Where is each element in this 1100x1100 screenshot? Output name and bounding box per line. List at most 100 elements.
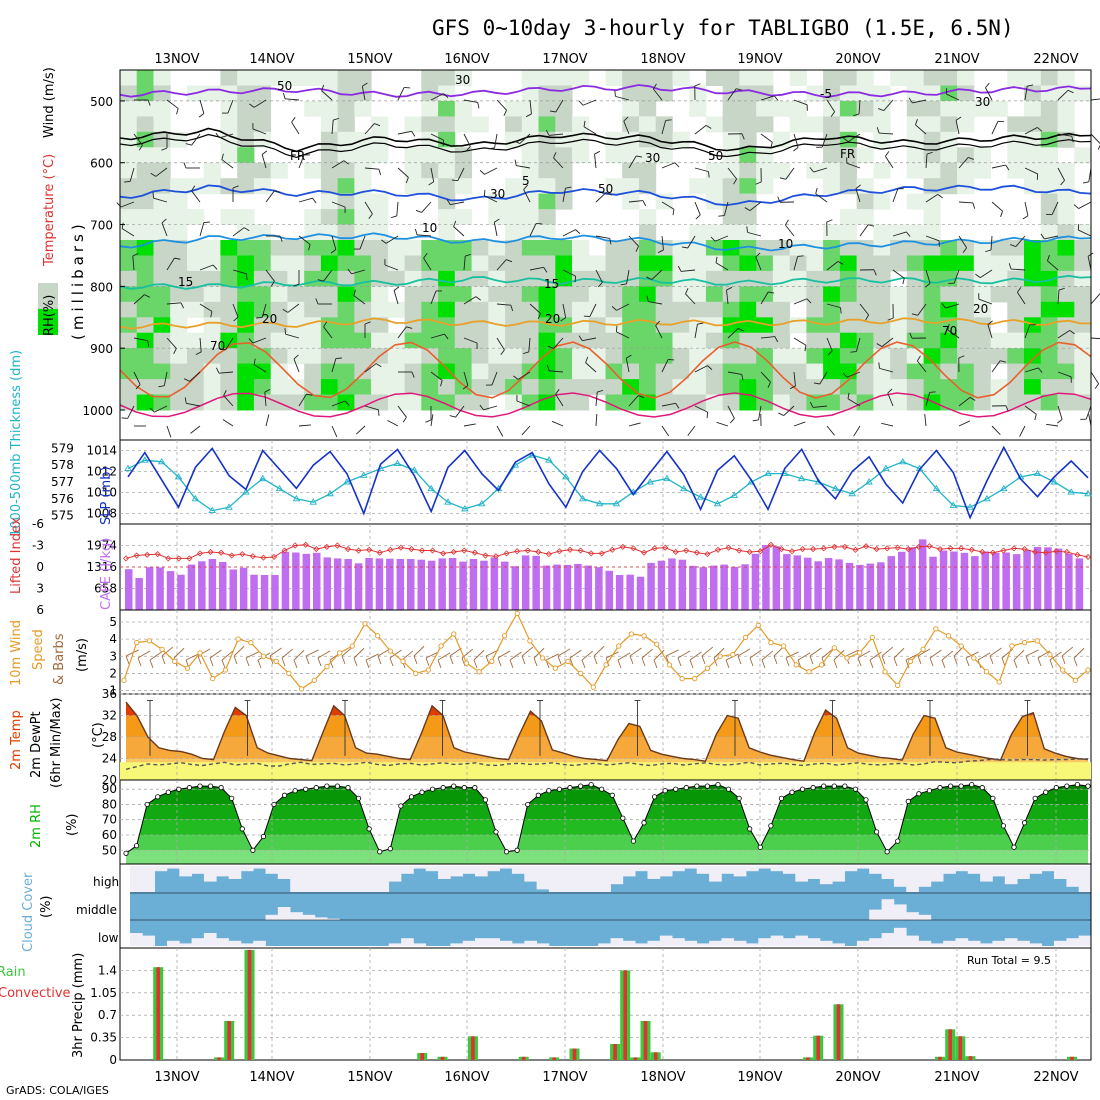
rh-cell xyxy=(203,270,221,287)
wind10-barb xyxy=(701,646,714,657)
rh2m-point xyxy=(926,788,933,794)
lifted-index-point xyxy=(958,545,965,552)
cape-bar xyxy=(710,565,718,610)
wind-barb xyxy=(463,296,477,305)
wind-barb-flag xyxy=(784,219,789,226)
dewpoint-line xyxy=(125,758,1088,770)
rh-cell xyxy=(622,332,640,349)
rh-cell xyxy=(705,116,724,133)
wind-barb xyxy=(265,269,275,282)
wind10-barb xyxy=(209,649,222,659)
wind-barb-flag xyxy=(522,351,529,355)
rh-cell xyxy=(873,162,891,179)
rh-cell xyxy=(572,116,590,133)
rh-cell xyxy=(438,363,456,380)
cloud-high-cell xyxy=(918,866,932,887)
rh-cell xyxy=(404,147,422,164)
rh-cell xyxy=(136,178,154,195)
wind-barb-flag xyxy=(312,197,317,204)
rh-cell xyxy=(823,224,841,241)
cloud-low-cell xyxy=(240,943,254,946)
wind-barb xyxy=(455,405,465,418)
cape-bar xyxy=(553,564,561,610)
rh-cell xyxy=(940,240,958,256)
rh-cell xyxy=(438,178,456,195)
wind-barb xyxy=(628,155,637,169)
rh-cell xyxy=(136,162,154,179)
wind-barb xyxy=(298,393,307,407)
wind-barb-flag xyxy=(147,340,150,347)
wind-barb xyxy=(815,193,828,203)
rh-cell xyxy=(923,147,941,164)
rh2m-point xyxy=(144,801,150,808)
rh-cell xyxy=(454,332,472,349)
cloud-middle-cell xyxy=(314,917,328,920)
rh-cell xyxy=(170,178,188,195)
cloud-low-cell xyxy=(413,943,427,946)
rh-cell xyxy=(839,70,858,86)
thickness-point xyxy=(1067,488,1075,495)
rh2m-point xyxy=(239,826,245,832)
rh-cell xyxy=(337,70,355,86)
wind-barb-flag xyxy=(638,395,645,399)
cloud-low-cell xyxy=(733,940,747,946)
wind-barb xyxy=(793,99,808,106)
cape-bar xyxy=(281,551,290,610)
wind-barb xyxy=(813,405,828,408)
wind-barb-flag xyxy=(578,335,583,341)
lifted-index-point xyxy=(915,543,922,550)
day-label-bottom: 16NOV xyxy=(444,1070,489,1085)
wind-barb xyxy=(166,302,181,305)
wind-barb-flag xyxy=(594,150,601,155)
wind-barb-flag xyxy=(510,305,514,312)
wind-barb-flag xyxy=(381,239,387,244)
rh2m-point xyxy=(630,838,637,844)
cloud-low-cell xyxy=(980,943,993,946)
rh-cell xyxy=(639,224,657,241)
cloud-low-cell xyxy=(807,938,821,946)
rh-cell xyxy=(220,116,238,133)
rh-cell xyxy=(1057,178,1075,195)
rh-cell xyxy=(153,270,171,287)
rh-cell xyxy=(923,394,941,411)
wind-barb-flag xyxy=(793,147,799,152)
rh-cell xyxy=(823,131,841,148)
wind-barb-flag xyxy=(173,348,177,354)
wind-barb xyxy=(120,201,135,208)
rh-cell xyxy=(237,85,255,102)
wind-barb xyxy=(990,235,993,250)
cape-bar xyxy=(678,559,687,610)
wind-barb-flag xyxy=(985,82,990,88)
wind10-barb xyxy=(401,650,414,661)
rh2m-point xyxy=(651,794,658,800)
rh-cell xyxy=(387,270,406,287)
wind10-barb xyxy=(413,645,425,657)
rh-cell xyxy=(672,363,690,380)
day-label-bottom: 20NOV xyxy=(835,1070,880,1085)
wind-barb xyxy=(1051,201,1059,215)
rh-cell xyxy=(839,224,858,241)
rh-cell xyxy=(170,332,188,349)
wind10-barb-flag xyxy=(521,655,526,665)
wind-barb-flag xyxy=(161,147,168,151)
wind10-point xyxy=(298,686,305,692)
rh-cell xyxy=(153,240,171,256)
rh-cell xyxy=(237,162,255,179)
rh-cell xyxy=(153,286,171,303)
wind-barb-flag xyxy=(256,317,263,319)
wind-barb-flag xyxy=(347,268,352,275)
cape-bar xyxy=(918,539,927,610)
rh2m-point xyxy=(673,786,679,792)
wind10-point xyxy=(907,658,914,665)
cloud-low-cell xyxy=(746,943,759,946)
cloud-high-cell xyxy=(881,866,895,879)
rh-cell xyxy=(873,85,891,102)
rh-cell xyxy=(990,332,1008,349)
wind-barb xyxy=(847,398,861,407)
rh-cell xyxy=(806,240,824,256)
rh-cell xyxy=(220,240,238,256)
wind-barb-flag xyxy=(282,92,286,99)
millibars-axis-label: (millibars) xyxy=(69,220,87,340)
wind10-point xyxy=(780,643,787,649)
cape-bar xyxy=(166,571,175,610)
